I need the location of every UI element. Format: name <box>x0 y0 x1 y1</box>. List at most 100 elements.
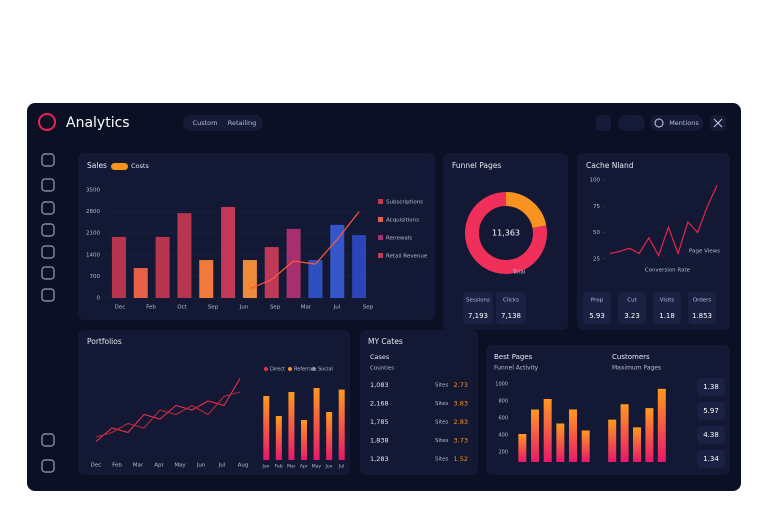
y-tick-label: 50 <box>593 230 600 236</box>
app-title: Analytics <box>66 115 130 131</box>
account-name: Mentions <box>669 119 699 127</box>
bar <box>581 430 590 462</box>
stat-value: 1.38 <box>703 383 719 391</box>
badge <box>111 163 128 170</box>
bar <box>286 228 301 298</box>
cell: Sites <box>435 438 449 444</box>
legend-swatch <box>378 217 383 222</box>
donut-segment <box>465 192 547 274</box>
bar <box>288 392 295 460</box>
stat-value: 7,138 <box>501 312 521 320</box>
bar <box>620 404 629 462</box>
y-tick-label: 1000 <box>495 382 508 388</box>
y-tick-label: 75 <box>593 204 600 210</box>
panel-subtitle: Maximum Pages <box>612 365 661 372</box>
bar <box>133 268 148 298</box>
y-tick-label: 0 <box>97 296 101 302</box>
account-button[interactable] <box>650 115 703 131</box>
x-tick-label: Jul <box>333 305 341 311</box>
legend-swatch <box>378 199 383 204</box>
bar <box>326 412 333 460</box>
stat-label: Clicks <box>503 298 519 304</box>
stat-card <box>463 292 493 324</box>
line-series <box>249 211 360 290</box>
account-icon <box>654 118 664 128</box>
cell: 1.52 <box>454 455 468 463</box>
legend-dot <box>288 367 292 371</box>
x-tick-label: Feb <box>275 464 283 470</box>
bar <box>608 419 617 462</box>
x-tick-label: Mar <box>287 464 296 470</box>
bar <box>264 247 279 298</box>
stat-card <box>697 378 725 396</box>
sidebar-icon[interactable] <box>41 245 55 259</box>
tab: Retailing <box>228 119 256 127</box>
annotation: Conversion Rate <box>645 268 691 274</box>
column-header: Counties <box>370 366 394 372</box>
sidebar-icon[interactable] <box>41 223 55 237</box>
legend-swatch <box>378 235 383 240</box>
bar <box>308 260 323 298</box>
y-tick-label: 700 <box>90 274 101 280</box>
panel-title: Funnel Pages <box>452 161 501 170</box>
close-icon <box>713 118 723 128</box>
cell: Sites <box>435 383 449 389</box>
x-tick-label: Apr <box>154 463 164 469</box>
bell-button[interactable] <box>596 115 611 131</box>
stat-value: 7,193 <box>468 312 488 320</box>
sidebar-icon[interactable] <box>41 201 55 215</box>
bar <box>338 389 345 460</box>
sidebar-icon[interactable] <box>41 459 55 473</box>
x-tick-label: Mar <box>133 463 144 469</box>
sidebar-icon[interactable] <box>41 153 55 167</box>
stat-card <box>653 292 681 324</box>
stat-card <box>697 450 725 468</box>
cell: 3.73 <box>454 437 468 445</box>
bar <box>556 423 565 462</box>
panel-title: Portfolios <box>87 337 122 346</box>
x-tick-label: May <box>174 463 186 469</box>
bar <box>352 235 367 298</box>
cell: 2.83 <box>454 418 468 426</box>
panel-subtitle: Funnel Activity <box>494 365 539 372</box>
x-tick-label: Oct <box>177 305 187 311</box>
y-tick-label: 600 <box>498 416 508 422</box>
cell: 2.73 <box>454 381 468 389</box>
cell: Sites <box>435 457 449 463</box>
y-tick-label: 200 <box>498 450 508 456</box>
annotation: Page Views <box>689 249 720 255</box>
cell: Sites <box>435 401 449 407</box>
sidebar-icon[interactable] <box>41 288 55 302</box>
legend-label: Referral <box>294 367 314 373</box>
y-tick-label: 400 <box>498 433 508 439</box>
stat-label: Orders <box>693 298 712 304</box>
panel-title: MY Cates <box>368 337 403 346</box>
line-series <box>95 391 241 438</box>
logo[interactable] <box>38 113 56 131</box>
x-tick-label: Aug <box>238 463 249 469</box>
legend-label: Acquisitions <box>386 218 419 224</box>
stat-value: 5.97 <box>703 407 719 415</box>
bar <box>111 236 126 298</box>
sidebar-icon[interactable] <box>41 266 55 280</box>
x-tick-label: Sep <box>270 305 281 311</box>
legend-label: Retail Revenue <box>386 254 428 260</box>
sidebar-icon[interactable] <box>41 433 55 447</box>
x-tick-label: Jun <box>196 463 206 469</box>
legend-label: Social <box>318 367 333 373</box>
stat-label: Cut <box>627 298 637 304</box>
sidebar-icon[interactable] <box>41 178 55 192</box>
settings-button[interactable] <box>618 115 645 131</box>
line-series <box>609 185 718 258</box>
x-tick-label: Dec <box>91 463 102 469</box>
x-tick-label: Jun <box>324 464 332 470</box>
bar <box>633 427 641 462</box>
stat-card <box>697 426 725 444</box>
stat-card <box>697 402 725 420</box>
x-tick-label: May <box>312 464 322 470</box>
bar <box>645 408 654 462</box>
cell: 3.83 <box>454 400 468 408</box>
column-header: Cases <box>370 353 390 361</box>
tab: Custom <box>193 119 218 127</box>
y-tick-label: 2800 <box>86 209 100 215</box>
